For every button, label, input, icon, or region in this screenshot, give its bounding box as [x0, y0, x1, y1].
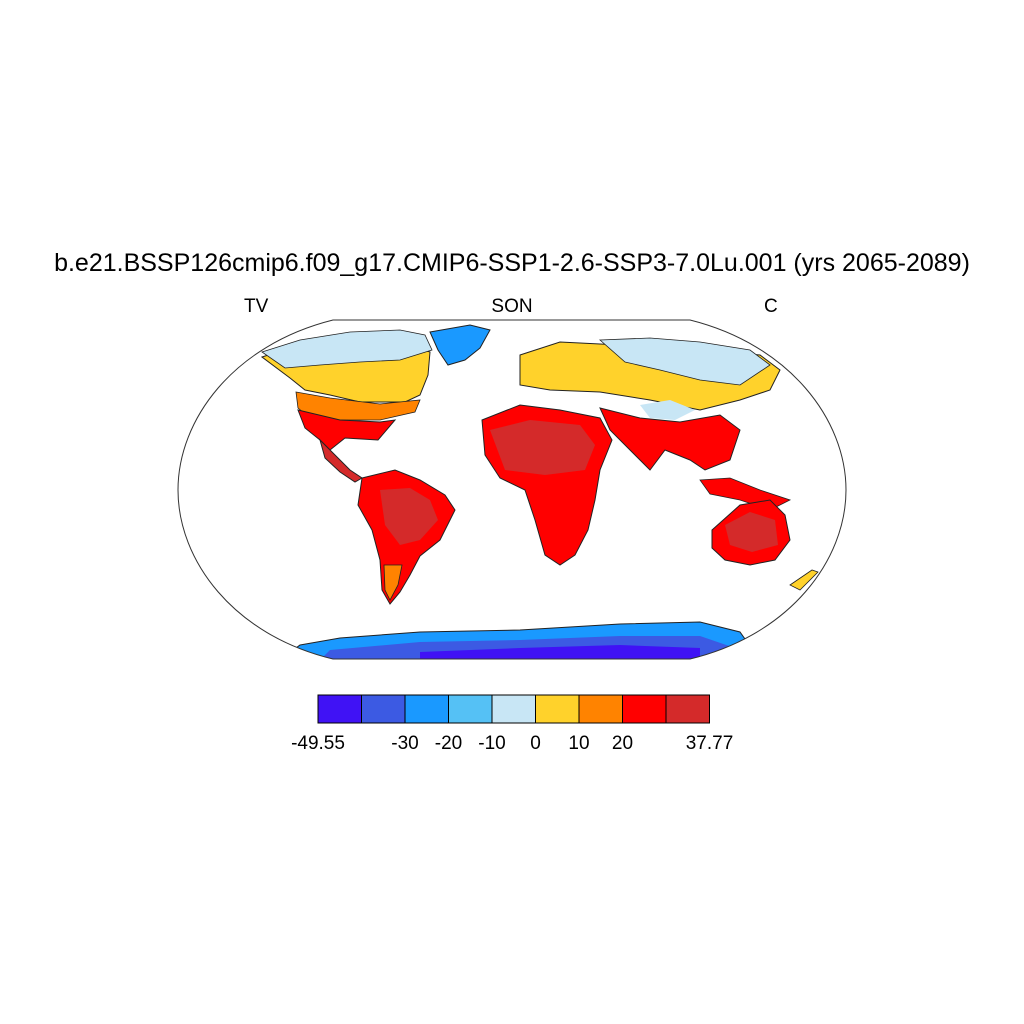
colorbar-tick-label: -49.55	[291, 733, 345, 754]
variable-label: TV	[244, 296, 269, 317]
colorbar-swatch	[665, 694, 710, 724]
colorbar-swatch	[578, 694, 623, 724]
colorbar-swatch	[491, 694, 536, 724]
colorbar-swatch	[317, 694, 362, 724]
colorbar-tick-label: 10	[568, 733, 590, 754]
units-label: C	[764, 296, 778, 317]
colorbar-tick-label: -20	[434, 733, 463, 754]
colorbar-tick-label: 0	[530, 733, 541, 754]
colorbar-tick-label: 20	[611, 733, 634, 754]
colorbar-tick-label: -10	[478, 733, 506, 754]
central-america	[319, 438, 363, 483]
greenland	[429, 324, 491, 366]
south-asia	[599, 407, 741, 471]
patagonia	[383, 564, 403, 601]
colorbar-swatch	[448, 694, 493, 724]
land-regions	[260, 324, 819, 659]
tibet-cold	[640, 400, 695, 420]
antarctica-core	[420, 645, 700, 659]
season-label: SON	[491, 296, 533, 317]
map-boundary	[177, 319, 847, 660]
north-america-south	[297, 409, 397, 451]
new-zealand	[789, 569, 819, 591]
australia-interior	[725, 512, 778, 552]
colorbar-swatch	[622, 694, 667, 724]
colorbar-swatch	[361, 694, 406, 724]
colorbar-tick-label: -30	[391, 733, 419, 754]
colorbar-tick-label: 37.77	[685, 733, 734, 754]
colorbar-swatch	[535, 694, 580, 724]
north-america-arctic	[261, 329, 433, 369]
map-title: b.e21.BSSP126cmip6.f09_g17.CMIP6-SSP1-2.…	[54, 249, 970, 277]
colorbar	[317, 694, 710, 724]
south-america-interior	[380, 488, 438, 545]
siberia-cold	[598, 337, 771, 386]
sahara-hot	[490, 420, 595, 475]
colorbar-swatch	[404, 694, 449, 724]
